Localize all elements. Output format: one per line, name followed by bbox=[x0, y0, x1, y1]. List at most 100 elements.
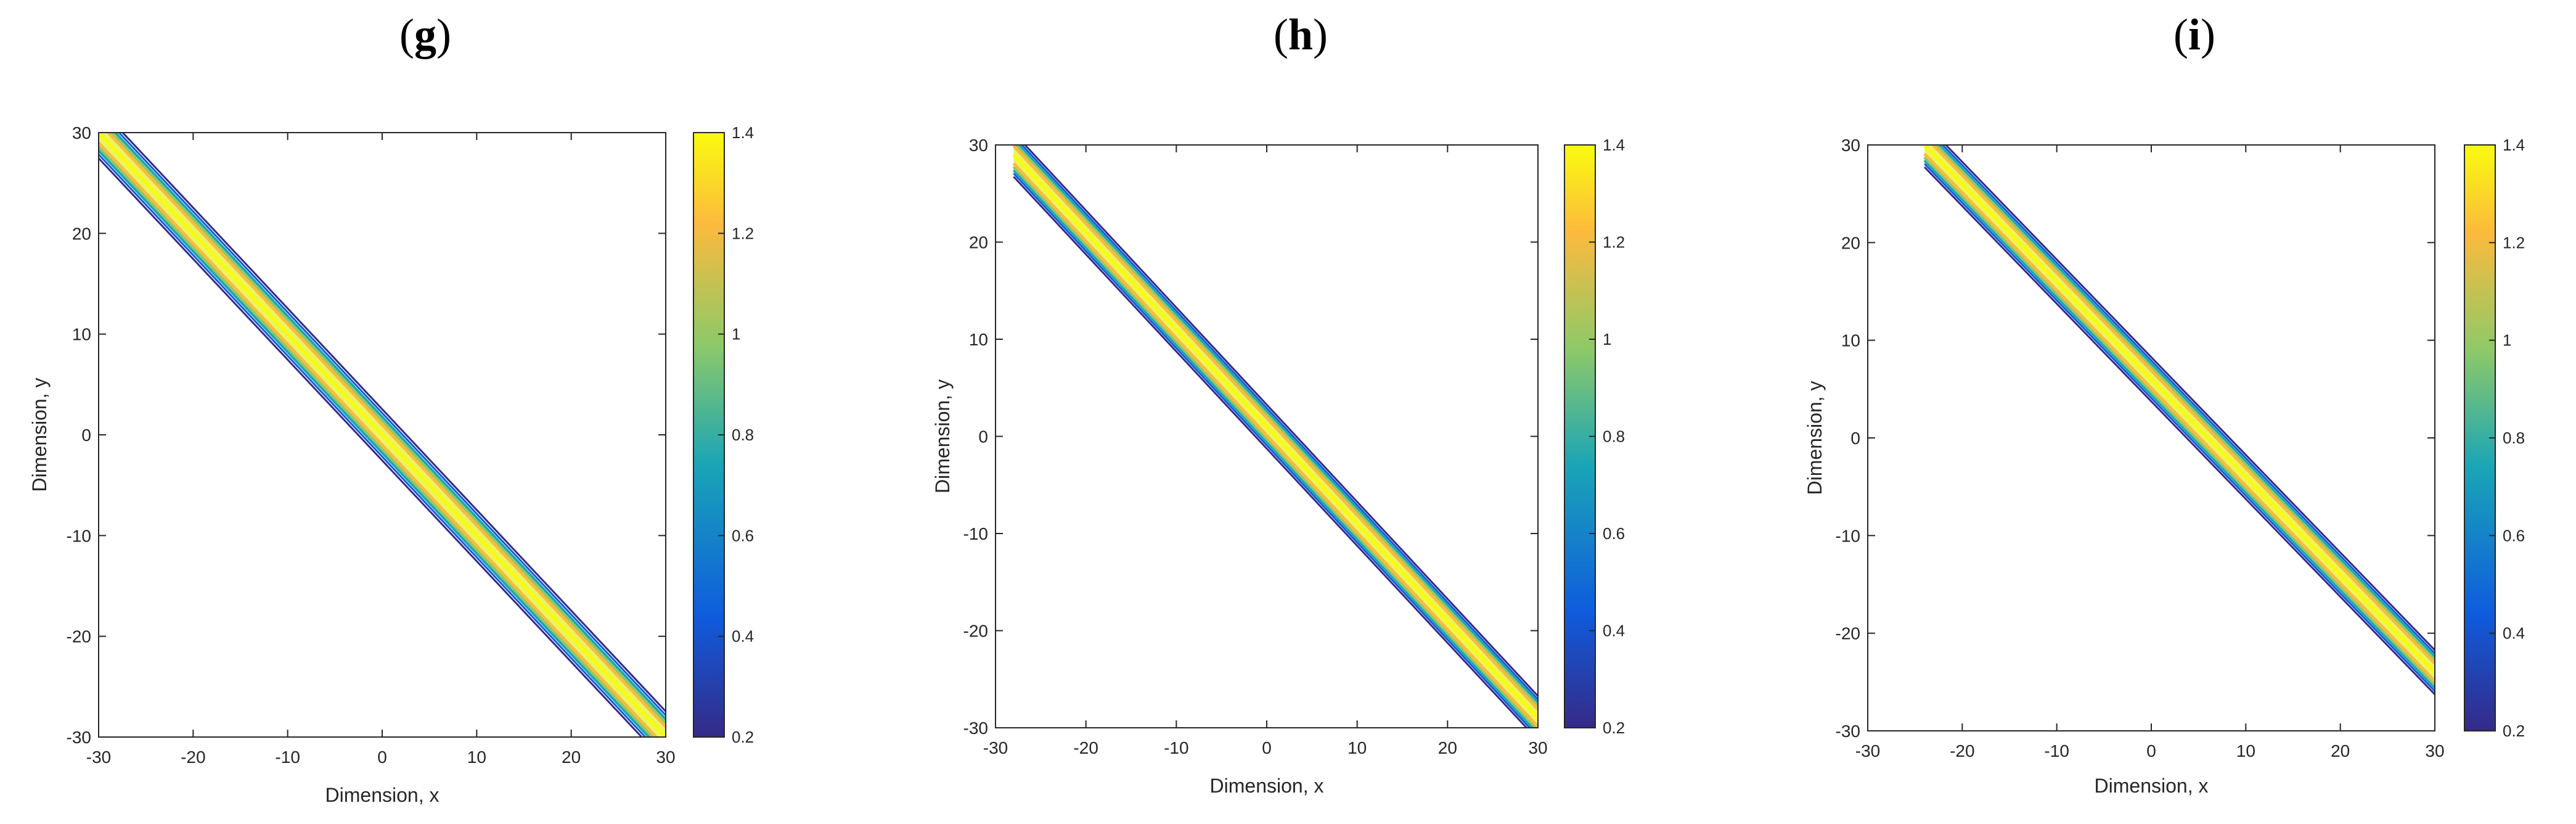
contour-level-0.4-upper bbox=[1941, 145, 2435, 654]
y-tick-label: 10 bbox=[1841, 331, 1860, 350]
x-tick-label: -30 bbox=[983, 738, 1008, 757]
colorbar-tick-label: 1 bbox=[2503, 331, 2511, 350]
contour-level-0.9-upper bbox=[110, 133, 666, 724]
x-tick-label: -10 bbox=[2044, 741, 2069, 760]
y-tick-label: 0 bbox=[81, 426, 91, 445]
contour-level-0.2-lower bbox=[1923, 166, 2435, 695]
contour-level-0.6-upper bbox=[1937, 145, 2435, 658]
colorbar-tick-label: 0.8 bbox=[1603, 427, 1625, 446]
colorbar-tick-label: 0.2 bbox=[1603, 719, 1625, 737]
contour-level-0.2-upper bbox=[1944, 145, 2435, 651]
y-tick-label: 0 bbox=[978, 427, 988, 447]
contour-level-1.2-upper bbox=[1931, 145, 2435, 665]
contour-level-1.4 bbox=[99, 133, 666, 737]
x-tick-label: 10 bbox=[2236, 741, 2255, 760]
x-tick-label: 30 bbox=[656, 748, 675, 767]
contour-level-0.4-lower bbox=[1013, 173, 1531, 728]
y-tick-label: -20 bbox=[963, 622, 988, 641]
panel-title: (h) bbox=[1274, 10, 1328, 59]
y-axis-label: Dimension, y bbox=[1804, 381, 1826, 495]
colorbar-tick-label: 0.2 bbox=[2503, 722, 2525, 740]
colorbar-tick-label: 0.2 bbox=[732, 728, 754, 746]
contour-level-0.9-upper bbox=[1013, 145, 1538, 707]
contour-level-1.2-upper bbox=[1012, 145, 1538, 711]
contour-level-0.2-upper bbox=[1023, 145, 1538, 697]
x-tick-label: 30 bbox=[2425, 741, 2444, 760]
plot-area bbox=[1868, 145, 2435, 731]
colorbar-tick-label: 0.4 bbox=[2503, 624, 2525, 643]
y-tick-label: 20 bbox=[72, 224, 91, 243]
y-axis-label: Dimension, y bbox=[931, 379, 954, 493]
x-axis-label: Dimension, x bbox=[2095, 775, 2209, 797]
y-tick-label: 20 bbox=[1841, 233, 1860, 252]
contour-level-0.9-upper bbox=[1934, 145, 2435, 662]
contour-level-0.4-upper bbox=[118, 133, 666, 716]
contour-level-1.2-lower bbox=[99, 141, 658, 737]
colorbar-tick-label: 1.4 bbox=[1603, 136, 1625, 154]
contour-level-0.9-lower bbox=[1923, 155, 2435, 686]
contour-level-0.6-lower bbox=[1923, 159, 2435, 689]
contour-level-1.2-lower bbox=[1923, 152, 2435, 683]
colorbar-tick-label: 0.8 bbox=[2503, 429, 2525, 447]
colorbar-tick-label: 1.4 bbox=[732, 123, 754, 142]
y-tick-label: -30 bbox=[1836, 722, 1860, 741]
contour-level-0.6-upper bbox=[113, 133, 666, 720]
contour-level-0.9-lower bbox=[1012, 165, 1538, 728]
y-tick-label: 20 bbox=[969, 233, 988, 252]
y-tick-label: -20 bbox=[67, 627, 91, 646]
x-tick-label: -30 bbox=[1855, 741, 1880, 760]
contour-level-0.9-lower bbox=[99, 146, 655, 737]
x-tick-label: -10 bbox=[1164, 738, 1188, 757]
x-axis-label: Dimension, x bbox=[325, 784, 440, 806]
x-tick-label: -20 bbox=[181, 748, 205, 767]
contour-level-0.4-lower bbox=[99, 154, 647, 737]
x-tick-label: 30 bbox=[1528, 738, 1547, 757]
contour-band bbox=[1923, 145, 2435, 695]
contour-level-0.6-upper bbox=[1017, 145, 1538, 704]
y-tick-label: -30 bbox=[67, 728, 91, 747]
x-tick-label: -10 bbox=[275, 748, 300, 767]
colorbar-tick-label: 0.4 bbox=[1603, 622, 1625, 640]
colorbar-tick-label: 1.2 bbox=[2503, 233, 2525, 252]
contour-level-0.2-lower bbox=[1013, 176, 1528, 728]
x-tick-label: 0 bbox=[377, 748, 387, 767]
x-tick-label: 20 bbox=[562, 748, 581, 767]
colorbar-tick-label: 1.2 bbox=[732, 224, 754, 242]
x-tick-label: -20 bbox=[1950, 741, 1974, 760]
y-tick-label: 10 bbox=[969, 330, 988, 349]
chart-panel-h: (h) -30 -20 -10 0 10 20 30 30 20 10 0 -10 -20 -30 Dimen… bbox=[931, 10, 1625, 797]
colorbar-tick-label: 1 bbox=[1603, 330, 1611, 348]
contour-level-0.6-lower bbox=[1012, 169, 1535, 728]
x-axis-label: Dimension, x bbox=[1210, 775, 1324, 797]
y-axis-label: Dimension, y bbox=[28, 378, 51, 492]
contour-level-0.4-upper bbox=[1020, 145, 1538, 700]
panel-title: (g) bbox=[399, 10, 451, 59]
colorbar-tick-label: 0.8 bbox=[732, 426, 754, 444]
y-tick-label: -10 bbox=[67, 526, 91, 545]
y-tick-label: 30 bbox=[72, 123, 91, 142]
y-tick-label: -30 bbox=[963, 719, 988, 738]
y-tick-label: 30 bbox=[969, 136, 988, 155]
contour-level-0.2-upper bbox=[121, 133, 666, 712]
y-tick-label: -10 bbox=[963, 524, 988, 543]
y-tick-label: -20 bbox=[1836, 624, 1860, 643]
colorbar-tick-label: 0.6 bbox=[1603, 524, 1625, 543]
y-tick-label: 30 bbox=[1841, 136, 1860, 155]
y-tick-label: 0 bbox=[1850, 429, 1860, 448]
chart-panel-g: (g) -30 -20 -10 0 10 20 30 30 20 10 0 -10 -20 -30 Dimen… bbox=[28, 10, 754, 806]
contour-level-1.4 bbox=[1923, 145, 2435, 674]
y-tick-label: -10 bbox=[1836, 526, 1860, 545]
x-tick-label: 10 bbox=[467, 748, 486, 767]
x-tick-label: 10 bbox=[1347, 738, 1367, 757]
colorbar-tick-label: 1 bbox=[732, 325, 740, 344]
chart-panel-i: (i) -30 -20 -10 0 10 20 30 30 20 10 0 -10 -20 -30 Dimen… bbox=[1804, 10, 2525, 797]
contour-level-1.2-lower bbox=[1012, 162, 1538, 728]
contour-level-1.4 bbox=[1012, 153, 1538, 720]
y-tick-label: 10 bbox=[72, 325, 91, 344]
colorbar-tick-label: 1.2 bbox=[1603, 233, 1625, 252]
contour-band bbox=[1012, 145, 1538, 728]
panel-title: (i) bbox=[2173, 10, 2215, 59]
x-tick-label: 0 bbox=[1262, 738, 1272, 757]
colorbar-tick-label: 1.4 bbox=[2503, 136, 2525, 154]
x-tick-label: -30 bbox=[86, 748, 111, 767]
